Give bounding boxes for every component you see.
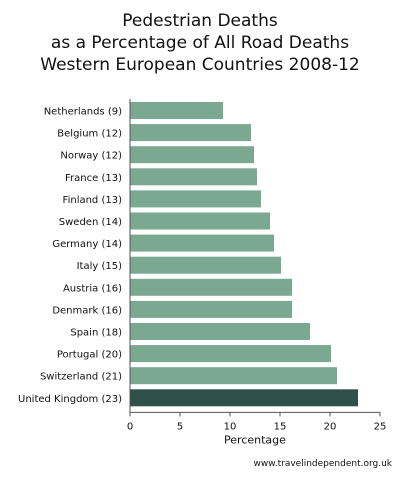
- category-label: Norway (12): [60, 151, 122, 162]
- category-label: Belgium (12): [57, 129, 122, 140]
- bar: [130, 146, 254, 164]
- category-label: Spain (18): [70, 328, 122, 339]
- category-label: Germany (14): [52, 239, 122, 250]
- x-tick-label: 10: [224, 421, 237, 432]
- category-label: Netherlands (9): [44, 107, 122, 118]
- x-tick-label: 15: [274, 421, 287, 432]
- x-axis-title: Percentage: [224, 433, 286, 446]
- category-label: Switzerland (21): [40, 372, 122, 383]
- bar: [130, 102, 223, 119]
- bar: [130, 367, 337, 385]
- bar: [130, 278, 292, 296]
- category-label: Austria (16): [63, 283, 122, 294]
- chart-title: Pedestrian Deaths as a Percentage of All…: [0, 10, 400, 76]
- bar: [130, 345, 331, 363]
- x-tick-label: 25: [374, 421, 387, 432]
- category-label: Denmark (16): [52, 305, 122, 316]
- x-tick-label: 5: [177, 421, 183, 432]
- category-label: France (13): [65, 173, 122, 184]
- x-tick-label: 0: [127, 421, 133, 432]
- bar: [130, 389, 358, 407]
- bar: [130, 168, 257, 186]
- bar: [130, 256, 281, 274]
- bar: [130, 300, 292, 318]
- bar: [130, 124, 251, 142]
- source-credit: www.travelindependent.org.uk: [253, 459, 392, 469]
- x-tick-label: 20: [324, 421, 337, 432]
- category-label: United Kingdom (23): [18, 394, 122, 405]
- bar: [130, 323, 310, 340]
- bar: [130, 234, 274, 252]
- bar: [130, 212, 270, 230]
- category-label: Finland (13): [63, 195, 123, 206]
- bar: [130, 190, 261, 208]
- category-label: Sweden (14): [59, 217, 122, 228]
- chart-title-line-3: Western European Countries 2008-12: [40, 55, 360, 75]
- category-label: Italy (15): [77, 261, 122, 272]
- chart-title-line-2: as a Percentage of All Road Deaths: [50, 33, 350, 53]
- chart-title-line-1: Pedestrian Deaths: [122, 11, 278, 31]
- category-label: Portugal (20): [57, 350, 122, 361]
